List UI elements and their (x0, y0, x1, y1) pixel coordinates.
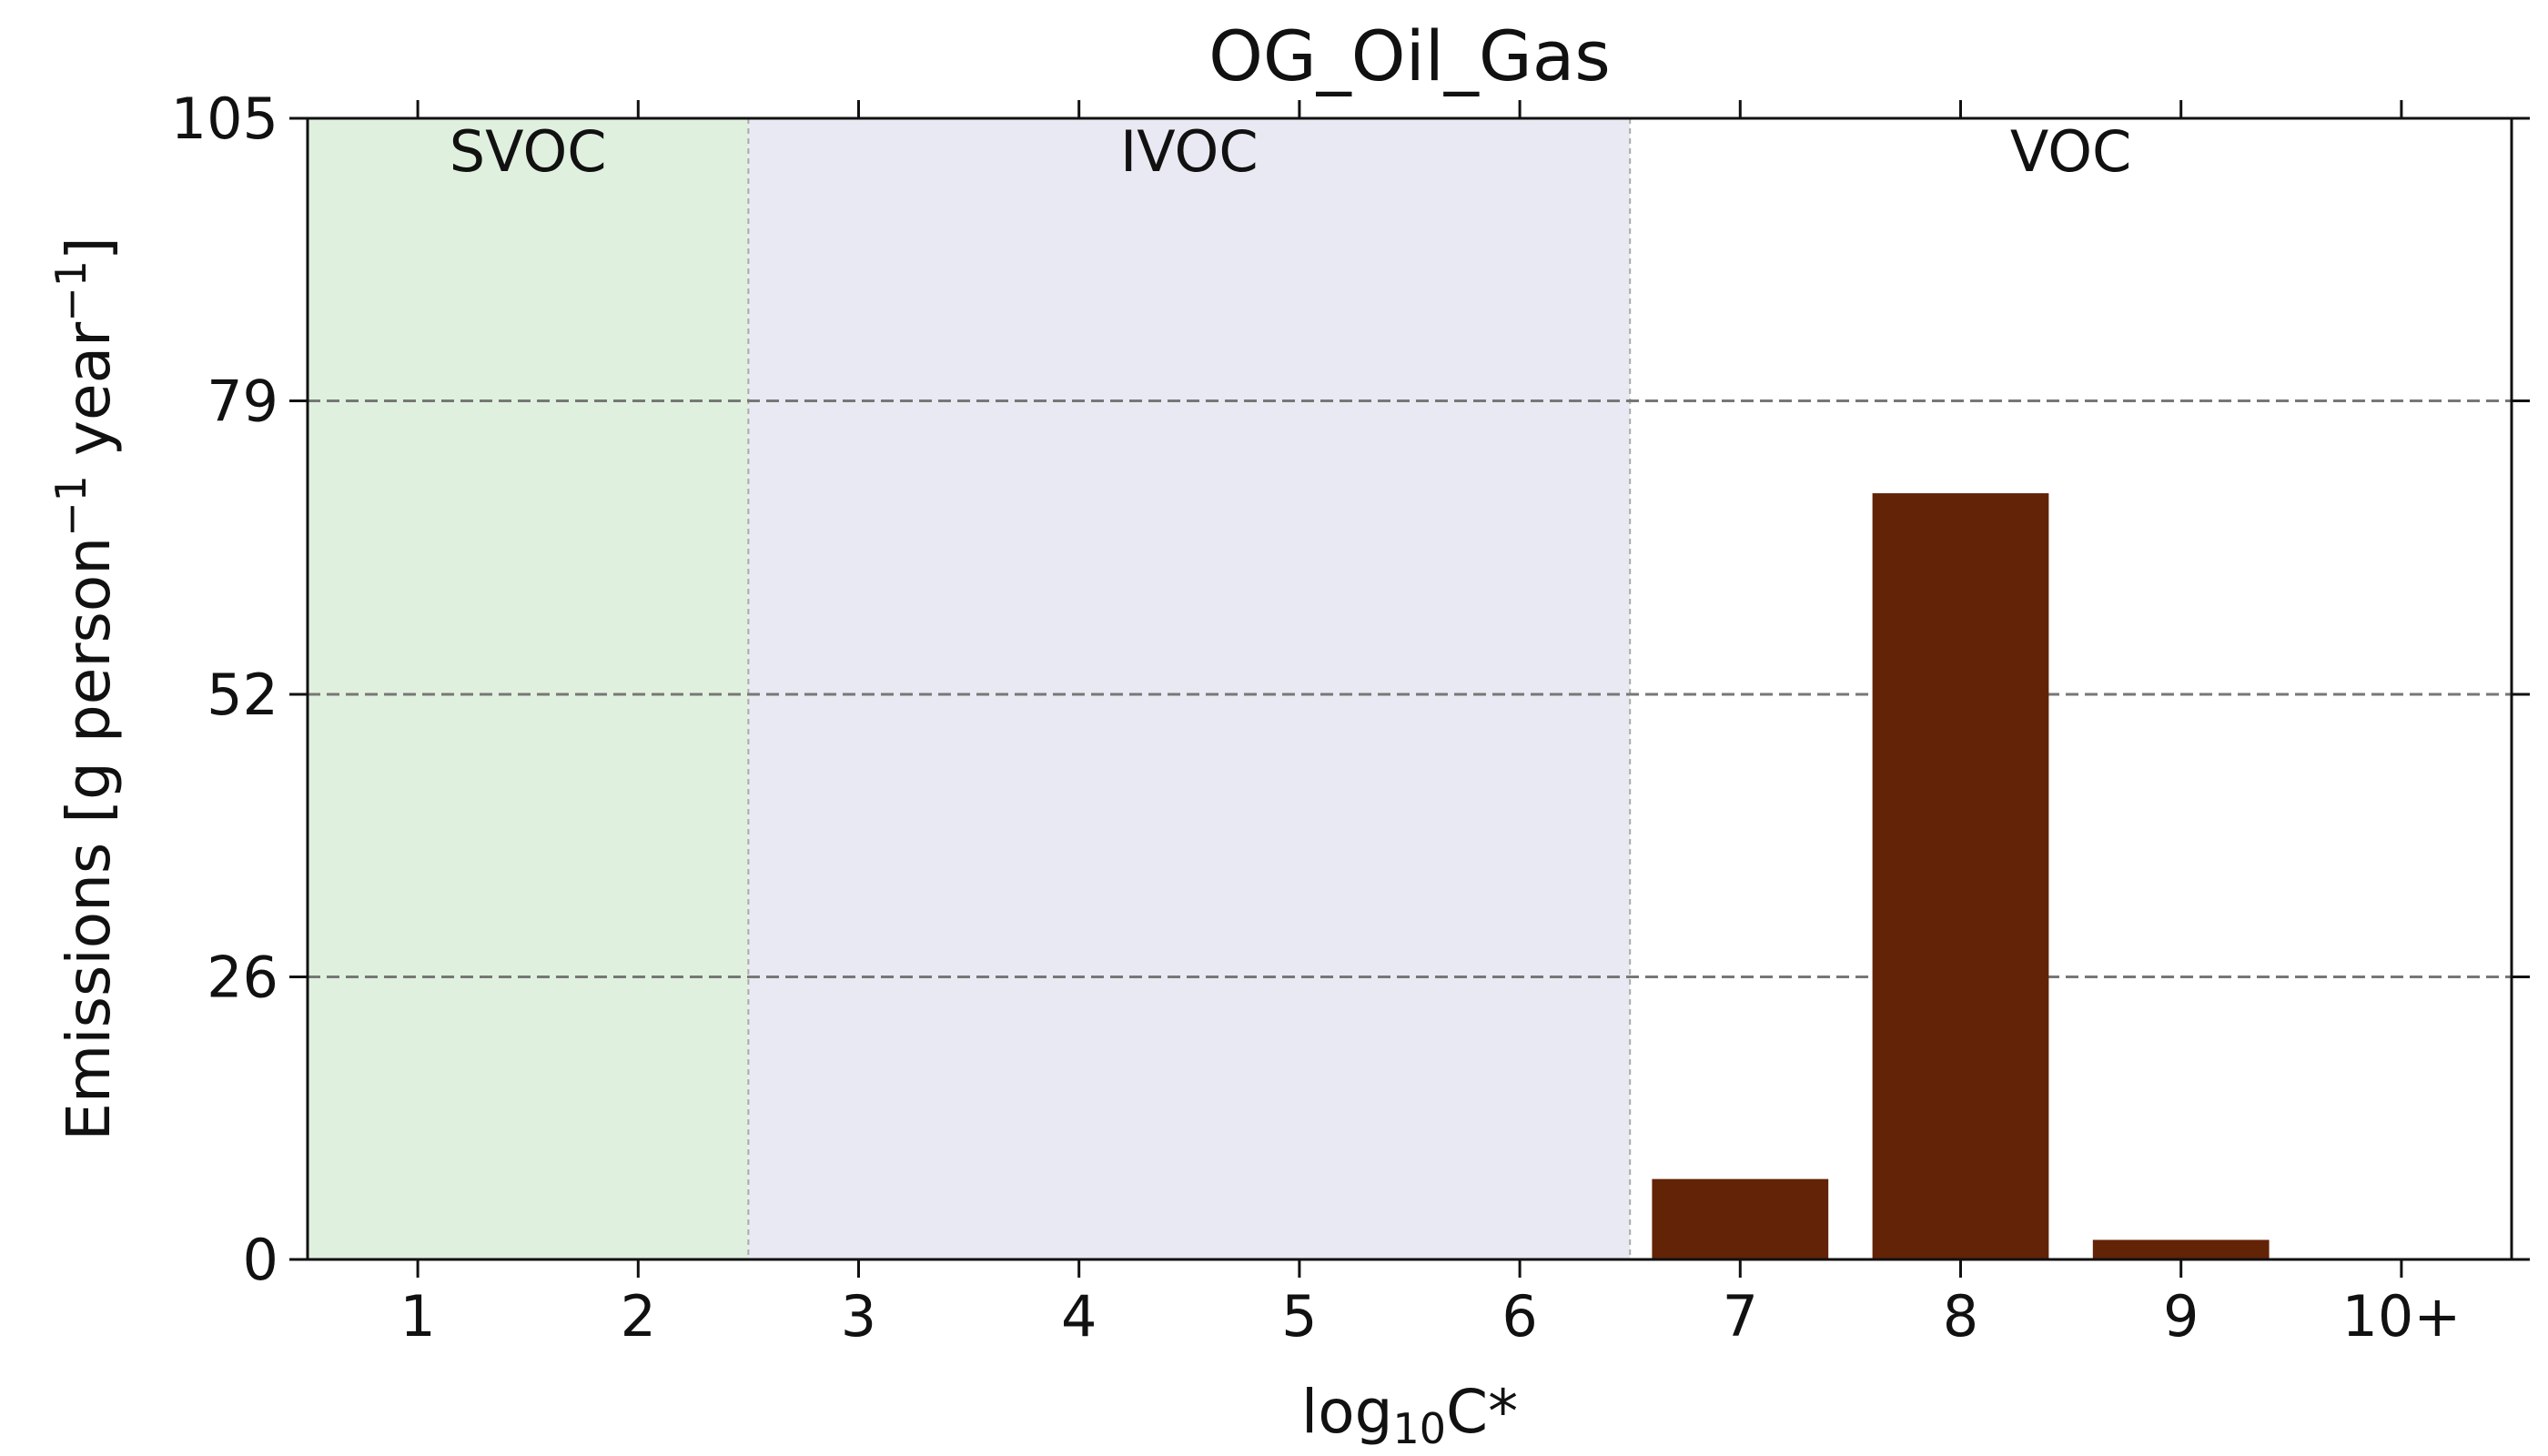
region-label-ivoc: IVOC (1120, 118, 1259, 185)
x-tick-label: 8 (1943, 1283, 1978, 1350)
x-tick-label: 9 (2163, 1283, 2199, 1350)
region-band-ivoc (748, 118, 1631, 1259)
bar-9 (2092, 1239, 2270, 1259)
y-axis-label: Emissions [g person−1 year−1] (46, 237, 124, 1140)
x-tick-label: 10+ (2341, 1283, 2461, 1350)
region-label-svoc: SVOC (450, 118, 607, 185)
bar-8 (1872, 493, 2049, 1259)
y-tick-label: 52 (207, 662, 278, 728)
x-tick-label: 3 (841, 1283, 876, 1350)
x-tick-label: 1 (399, 1283, 435, 1350)
plot-frame (306, 116, 2513, 1261)
region-labels: SVOC IVOC VOC (450, 118, 2132, 185)
y-tick-label: 26 (207, 944, 278, 1010)
y-tick-label: 79 (207, 369, 278, 435)
y-tick-label: 0 (243, 1227, 278, 1293)
region-band-voc (1630, 118, 2512, 1259)
x-tick-label: 5 (1281, 1283, 1317, 1350)
x-tick-label: 6 (1502, 1283, 1537, 1350)
bar-7 (1652, 1178, 1829, 1259)
chart-title: OG_Oil_Gas (1208, 15, 1611, 96)
x-tick-label: 2 (621, 1283, 656, 1350)
ticks: 1 2 3 4 5 6 7 8 9 10+ 0 26 52 79 105 (171, 86, 2530, 1350)
region-bands (308, 118, 2512, 1259)
x-axis-label: log10C* (1301, 1377, 1518, 1453)
region-label-voc: VOC (2010, 118, 2131, 185)
bars (1652, 493, 2270, 1259)
x-tick-label: 7 (1723, 1283, 1758, 1350)
y-tick-label: 105 (171, 86, 278, 152)
x-tick-label: 4 (1061, 1283, 1097, 1350)
region-band-svoc (308, 118, 749, 1259)
